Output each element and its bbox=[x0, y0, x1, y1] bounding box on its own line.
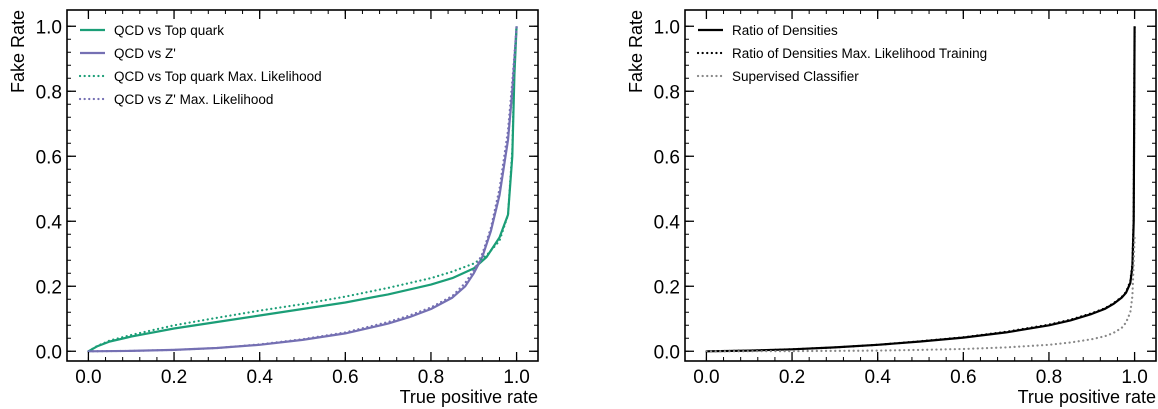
plot-frame bbox=[66, 9, 539, 362]
y-axis-label: Fake Rate bbox=[8, 10, 28, 93]
y-tick-label: 0.4 bbox=[654, 212, 681, 233]
y-tick-label: 0.8 bbox=[36, 82, 62, 103]
series-line-3 bbox=[87, 25, 518, 353]
legend-entry: QCD vs Top quark Max. Likelihood bbox=[114, 69, 322, 84]
y-tick-label: 1.0 bbox=[654, 17, 680, 38]
legend: Ratio of Densities Ratio of Densities Max… bbox=[696, 23, 987, 84]
series-line-2 bbox=[705, 25, 1136, 353]
y-tick-label: 0.4 bbox=[36, 212, 63, 233]
y-tick-label: 0.2 bbox=[36, 277, 62, 298]
legend: QCD vs Top quark QCD vs Z' QCD vs Top quar… bbox=[78, 23, 322, 107]
x-tick-label: 0.0 bbox=[693, 367, 719, 388]
x-tick-label: 0.6 bbox=[950, 367, 976, 388]
y-tick-label: 0.2 bbox=[654, 277, 680, 298]
legend-entry: QCD vs Z' Max. Likelihood bbox=[114, 92, 273, 107]
x-tick-label: 0.4 bbox=[246, 367, 273, 388]
chart-panel-1: 0.0 0.2 0.4 0.6 0.8 1.00.00.20.40.60.81.0True… bbox=[8, 9, 539, 407]
legend-entry: Ratio of Densities bbox=[732, 23, 838, 38]
x-tick-label: 1.0 bbox=[1121, 367, 1147, 388]
x-axis-label: True positive rate bbox=[400, 387, 538, 407]
y-tick-label: 0.6 bbox=[36, 147, 62, 168]
x-tick-label: 1.0 bbox=[503, 367, 529, 388]
y-tick-label: 0.0 bbox=[654, 342, 680, 363]
legend-entry: Supervised Classifier bbox=[732, 69, 859, 84]
x-tick-label: 0.2 bbox=[779, 367, 805, 388]
x-tick-label: 0.2 bbox=[161, 367, 187, 388]
y-tick-label: 0.6 bbox=[654, 147, 680, 168]
x-tick-label: 0.6 bbox=[332, 367, 358, 388]
x-tick-label: 0.8 bbox=[418, 367, 444, 388]
x-tick-label: 0.0 bbox=[75, 367, 101, 388]
legend-entry: Ratio of Densities Max. Likelihood Train… bbox=[732, 46, 987, 61]
x-axis-label: True positive rate bbox=[1018, 387, 1156, 407]
x-tick-label: 0.4 bbox=[864, 367, 891, 388]
plot-frame bbox=[684, 9, 1157, 362]
legend-entry: QCD vs Z' bbox=[114, 46, 176, 61]
chart-panel-2: 0.0 0.2 0.4 0.6 0.8 1.00.00.20.40.60.81.0True… bbox=[626, 9, 1157, 407]
x-tick-label: 0.8 bbox=[1036, 367, 1062, 388]
series-line-1 bbox=[87, 26, 518, 353]
y-axis-label: Fake Rate bbox=[626, 10, 646, 93]
series-line-3 bbox=[705, 236, 1136, 353]
legend-entry: QCD vs Top quark bbox=[114, 23, 224, 38]
y-tick-label: 1.0 bbox=[36, 17, 62, 38]
y-tick-label: 0.8 bbox=[654, 82, 680, 103]
series-line-4 bbox=[87, 25, 518, 353]
y-tick-label: 0.0 bbox=[36, 342, 62, 363]
